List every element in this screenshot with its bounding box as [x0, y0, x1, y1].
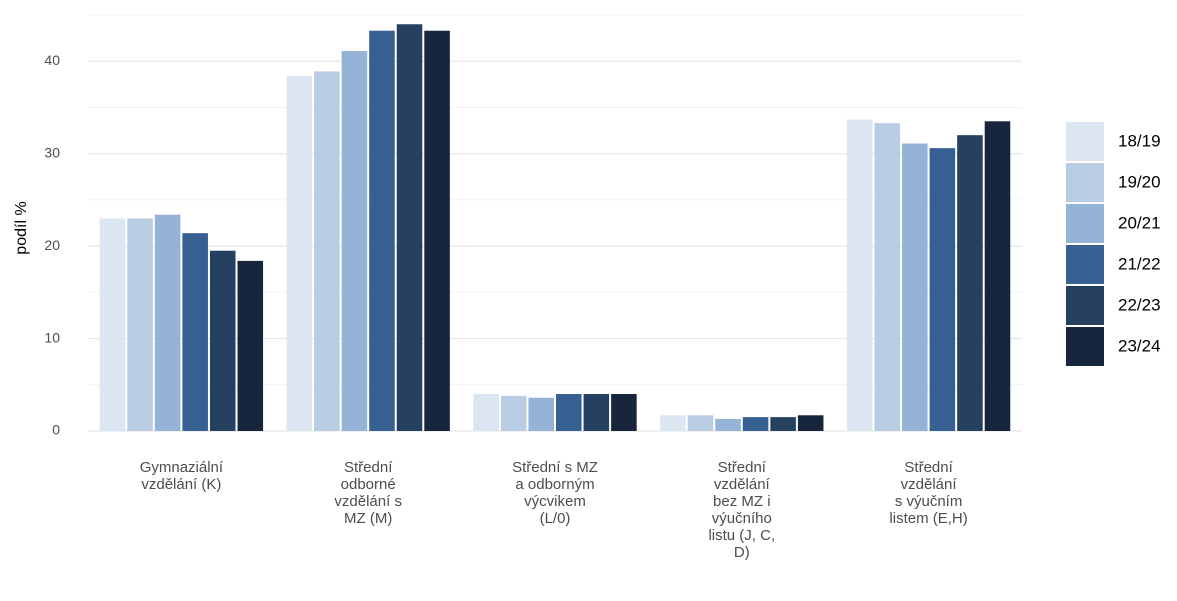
bar	[369, 30, 395, 432]
bar	[660, 415, 686, 431]
y-tick-label: 0	[52, 422, 60, 438]
bar	[846, 119, 873, 431]
bar	[902, 143, 928, 431]
legend-label: 22/23	[1118, 295, 1161, 314]
x-tick-label: Střední vzdělání bez MZ i výučního listu…	[708, 459, 776, 561]
bar	[715, 418, 741, 431]
bar	[209, 250, 236, 431]
bar	[182, 233, 208, 431]
legend-swatch	[1066, 163, 1104, 202]
legend-swatch	[1066, 327, 1104, 366]
bar	[127, 218, 153, 431]
bar	[286, 76, 313, 431]
x-tick-label: Střední s MZ a odborným výcvikem (L/0)	[512, 459, 598, 527]
x-tick-label: Gymnaziální vzdělání (K)	[139, 459, 224, 493]
bar	[929, 148, 956, 431]
bar	[874, 123, 901, 431]
bar	[99, 218, 126, 431]
bar	[341, 51, 368, 431]
bar	[742, 417, 769, 431]
legend-label: 19/20	[1118, 172, 1161, 191]
bar	[984, 121, 1011, 432]
bar	[611, 394, 637, 431]
bar	[797, 415, 824, 431]
bar	[237, 260, 264, 431]
bar	[500, 395, 527, 431]
legend-label: 21/22	[1118, 254, 1161, 273]
bar	[154, 214, 181, 431]
bar	[770, 417, 796, 431]
bar	[957, 135, 983, 431]
legend-label: 18/19	[1118, 131, 1161, 150]
legend-swatch	[1066, 204, 1104, 243]
y-tick-label: 10	[44, 329, 60, 345]
bar	[556, 394, 582, 431]
bar	[314, 71, 340, 431]
bar	[473, 394, 499, 431]
legend-swatch	[1066, 286, 1104, 325]
legend-swatch	[1066, 245, 1104, 284]
y-axis-label: podíl %	[13, 201, 30, 254]
legend-label: 23/24	[1118, 336, 1161, 355]
legend-swatch	[1066, 122, 1104, 161]
y-tick-label: 40	[44, 52, 60, 68]
bar	[583, 394, 610, 431]
bar	[396, 24, 423, 431]
legend-label: 20/21	[1118, 213, 1161, 232]
y-tick-label: 30	[44, 144, 60, 160]
y-tick-label: 20	[44, 237, 60, 253]
bar	[424, 30, 450, 432]
x-tick-label: Střední odborné vzdělání s MZ (M)	[334, 459, 402, 527]
bar	[687, 415, 714, 431]
bar	[528, 397, 554, 431]
x-tick-label: Střední vzdělání s výučním listem (E,H)	[889, 459, 968, 527]
